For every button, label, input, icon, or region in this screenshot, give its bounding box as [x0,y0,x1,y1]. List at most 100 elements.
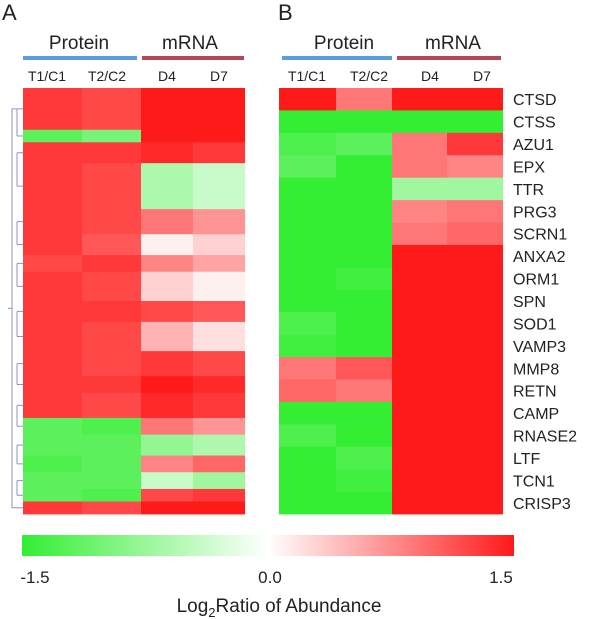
heatmap-a-cell [23,163,82,210]
heatmap-a-cell [141,271,193,302]
heatmap-b-cell [336,289,392,313]
heatmap-a-cell [23,392,82,419]
heatmap-b-cell [336,267,392,291]
heatmap-a-cell [193,301,245,323]
heatmap-b-cell [392,88,447,111]
heatmap-a-cell [23,501,82,515]
heatmap-b-cell [336,379,392,403]
heatmap-b-cell [336,401,392,425]
heatmap-a-cell [82,392,141,419]
heatmap-a-cell [23,417,82,436]
heatmap-b-cell [279,469,336,492]
gene-label: PRG3 [513,204,557,221]
heatmap-b-cell [279,222,336,246]
heatmap-b-cell [336,244,392,268]
heatmap-b-cell [279,357,336,380]
panel-b-protein-label: Protein [314,33,374,54]
heatmap-a-cell [82,417,141,436]
gene-label: ANXA2 [513,249,566,266]
heatmap-b-cell [336,424,392,448]
heatmap-b-cell [392,379,447,403]
heatmap-a-cell [82,88,141,131]
heatmap-b-cell [447,357,503,380]
gene-label: CTSD [513,92,557,109]
panel-a-mrna-bar [142,56,244,60]
heatmap-a-cell [23,455,82,473]
gene-label: ORM1 [513,272,559,289]
panel-a-col-2: T2/C2 [88,68,126,84]
gene-label: VAMP3 [513,339,566,356]
heatmap-a-cell [193,255,245,273]
heatmap-b-cell [279,289,336,313]
heatmap-a-cell [141,501,193,515]
gene-label: AZU1 [513,137,554,154]
heatmap-a-cell [141,209,193,235]
heatmap-b-cell [336,357,392,380]
heatmap-b-cell [279,155,336,179]
heatmap-b-cell [392,401,447,425]
heatmap-b-cell [336,88,392,111]
panel-b-protein-bar [282,56,392,60]
scale-tick-min: -1.5 [20,568,49,587]
heatmap-b-cell [447,289,503,313]
heatmap-a-cell [193,351,245,377]
heatmap-a-cell [141,88,193,131]
heatmap-b-cell [447,155,503,179]
heatmap-a-cell [23,351,82,377]
heatmap-a-cell [23,88,82,131]
gene-label: TCN1 [513,473,555,490]
heatmap-a-cell [82,455,141,473]
heatmap-a-cell [193,129,245,143]
panel-a-mrna-label: mRNA [162,33,218,54]
heatmap-b-cell [336,491,392,515]
panel-b-gene-labels: CTSD CTSS AZU1 EPX TTR PRG3 SCRN1 ANXA2 ORM1 SPN S… [513,92,577,513]
heatmap-b-cell [336,177,392,201]
gene-label: SOD1 [513,316,557,333]
heatmap-a-cell [82,234,141,256]
heatmap-b-cell [279,244,336,268]
heatmap-b-cell [279,446,336,470]
panel-b-mrna-label: mRNA [425,33,481,54]
heatmap-a-cell [82,434,141,456]
heatmap-b-cell [336,222,392,246]
heatmap-a-cell [141,488,193,502]
panel-a-col-3: D4 [158,68,176,84]
heatmap-b-cell [392,155,447,179]
heatmap-a-cell [82,301,141,323]
heatmap-b-cell [279,334,336,358]
panel-a-protein-bar [23,56,137,60]
heatmap-a-cell [193,472,245,490]
panel-a-col-1: T1/C1 [28,68,66,84]
heatmap-b-cell [336,132,392,156]
heatmap-b-cell [279,177,336,201]
gene-label: SPN [513,294,546,311]
heatmap-b-cell [447,469,503,492]
heatmap-a-cell [193,488,245,502]
panel-a-dendrogram [8,108,23,509]
heatmap-a-cell [141,455,193,473]
heatmap-b-cell [392,424,447,448]
heatmap-b-cell [279,312,336,336]
heatmap-a-cell [193,88,245,131]
heatmap-a-cell [193,417,245,436]
heatmap-b-cell [336,334,392,358]
heatmap-b-cell [392,312,447,336]
heatmap-b-cell [447,267,503,291]
heatmap-a-cell [23,321,82,352]
scale-title-prefix: Log [177,596,209,617]
heatmap-b-cell [279,424,336,448]
heatmap-b-cell [392,267,447,291]
heatmap-a-cell [193,142,245,164]
heatmap-a-cell [82,321,141,352]
panel-a-protein-label: Protein [49,33,109,54]
heatmap-a-cell [141,255,193,273]
heatmap-a-cell [141,129,193,143]
heatmap-b-cell [392,446,447,470]
heatmap-a-cell [23,376,82,394]
panel-b-col-2: T2/C2 [350,68,388,84]
heatmap-a-cell [23,255,82,273]
scale-tick-mid: 0.0 [258,568,282,587]
heatmap-a-cell [141,163,193,210]
heatmap-b-cell [447,424,503,448]
heatmap-b-cell [279,132,336,156]
